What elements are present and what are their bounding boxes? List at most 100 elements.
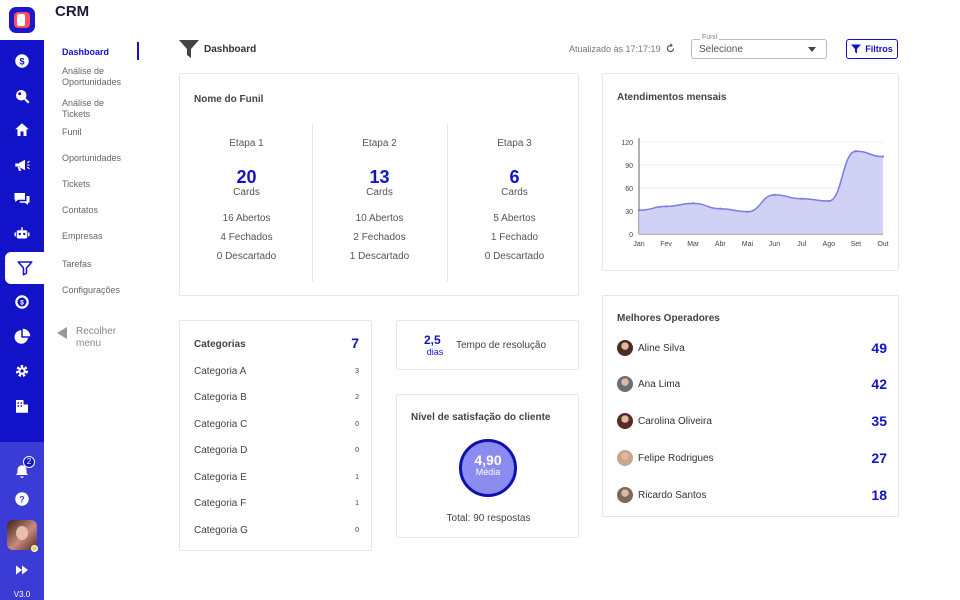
x-tick-label: Jan [633,241,644,248]
subnav-item-analise-oportunidades[interactable]: Análise de Oportunidades [62,66,122,87]
subnav-item-oportunidades[interactable]: Oportunidades [62,153,122,163]
chart-title: Atendimentos mensais [617,92,727,103]
satisfaction-title: Nível de satisfação do cliente [411,412,551,423]
refresh-icon[interactable] [665,43,676,54]
category-value: 0 [355,527,359,534]
robot-icon[interactable] [0,218,44,250]
subnav-item-analise-tickets[interactable]: Análise de Tickets [62,98,105,119]
svg-text:$: $ [20,300,24,307]
subnav-item-tarefas[interactable]: Tarefas [62,259,92,269]
megaphone-icon[interactable] [0,149,44,181]
filters-button[interactable]: Filtros [846,39,898,59]
stage-3: Etapa 3 6 Cards 5 Abertos 1 Fechado 0 De… [448,124,581,284]
stage-open: 10 Abertos [355,213,404,224]
svg-text:?: ? [19,494,25,504]
filter-icon [851,44,862,54]
x-tick-label: Jun [769,241,780,248]
building-icon[interactable] [0,390,44,422]
funnel-card: Nome do Funil Etapa 1 20 Cards 16 Aberto… [179,73,579,296]
stage-closed: 2 Fechados [353,232,406,243]
funnel-select[interactable]: Funil Selecione [691,34,827,59]
x-tick-label: Out [877,241,888,248]
subnav-item-empresas[interactable]: Empresas [62,231,103,241]
operator-row: Felipe Rodrigues 27 [617,450,887,468]
data-point [773,193,776,197]
category-row: Categoria C 0 [194,419,359,430]
series-line [638,150,884,213]
app-title: CRM [55,3,90,20]
y-tick-label: 60 [625,186,633,193]
category-row: Categoria B 2 [194,392,359,403]
operator-row: Carolina Oliveira 35 [617,413,887,431]
stage-unit: Cards [366,187,393,198]
funnel-title: Nome do Funil [194,94,264,105]
dollar-icon[interactable]: $ [0,45,44,77]
x-tick-label: Jul [797,241,806,248]
operator-score: 35 [871,413,887,429]
operator-name: Ricardo Santos [638,490,707,501]
stage-open: 5 Abertos [493,213,536,224]
operator-name: Felipe Rodrigues [638,453,714,464]
stage-name: Etapa 3 [497,138,532,149]
subnav-item-dashboard[interactable]: Dashboard [62,47,110,57]
category-row: Categoria D 0 [194,445,359,456]
breadcrumb: Dashboard [204,44,257,55]
series-area [639,151,883,234]
stage-closed: 1 Fechado [490,232,539,243]
category-row: Categoria E 1 [194,472,359,483]
subnav-item-funil[interactable]: Funil [62,127,82,137]
help-icon[interactable]: ? [0,483,44,515]
pie-chart-icon[interactable] [0,321,44,353]
monthly-chart-card: Atendimentos mensais 0 30 60 90 120 Jan Fev Mar… [602,73,899,271]
operator-avatar [617,340,633,356]
app-logo[interactable] [9,7,35,33]
category-value: 2 [355,394,359,401]
x-tick-label: Mar [687,241,700,248]
bell-icon[interactable] [0,456,44,488]
chat-icon[interactable] [0,183,44,215]
operators-title: Melhores Operadores [617,313,720,324]
stage-discarded: 1 Descartado [349,251,410,262]
fast-forward-icon[interactable] [0,554,44,586]
operator-avatar [617,450,633,466]
operator-score: 18 [871,487,887,503]
subnav-item-tickets[interactable]: Tickets [62,179,91,189]
data-point [881,155,885,158]
stage-closed: 4 Fechados [220,232,273,243]
category-row: Categoria F 1 [194,498,359,509]
stage-unit: Cards [233,187,260,198]
collapse-menu-label: Recolher menu [76,326,117,349]
search-icon[interactable] [0,80,44,112]
categories-total: 7 [351,335,359,351]
home-icon[interactable] [0,114,44,146]
svg-text:$: $ [19,56,24,66]
subnav-item-configuracoes[interactable]: Configurações [62,285,121,295]
data-point [800,197,803,200]
operator-avatar [617,413,633,429]
data-point [637,209,641,212]
last-updated-text: Atualizado às 17:17:19 [569,43,661,54]
categories-card: Categorias 7 Categoria A 3 Categoria B 2 C… [179,320,372,551]
funnel-icon[interactable] [5,252,44,284]
operator-name: Aline Silva [638,343,685,354]
y-tick-label: 30 [625,209,633,216]
funnel-icon [179,40,199,58]
x-tick-label: Fev [660,241,672,248]
y-tick-label: 90 [625,163,633,170]
stage-discarded: 0 Descartado [484,251,545,262]
subnav-item-contatos[interactable]: Contatos [62,205,99,215]
top-operators-card: Melhores Operadores Aline Silva 49 Ana L… [602,295,899,517]
category-row: Categoria A 3 [194,366,359,377]
caret-down-icon [808,47,816,52]
gear-icon[interactable] [0,355,44,387]
collapse-menu-button[interactable]: Recolher menu [56,326,126,350]
stage-1: Etapa 1 20 Cards 16 Abertos 4 Fechados 0… [180,124,313,284]
logo-area [0,0,44,40]
satisfaction-gauge: 4,90 Média [459,439,517,497]
satisfaction-label: Média [475,467,501,477]
stage-open: 16 Abertos [222,213,271,224]
monthly-area-chart: 0 30 60 90 120 Jan Fev Mar Abr Mai Jun Jul Ago Set Out [621,138,889,248]
money-icon[interactable]: $ [0,286,44,318]
stage-count: 20 [236,167,257,187]
data-point [692,202,695,205]
